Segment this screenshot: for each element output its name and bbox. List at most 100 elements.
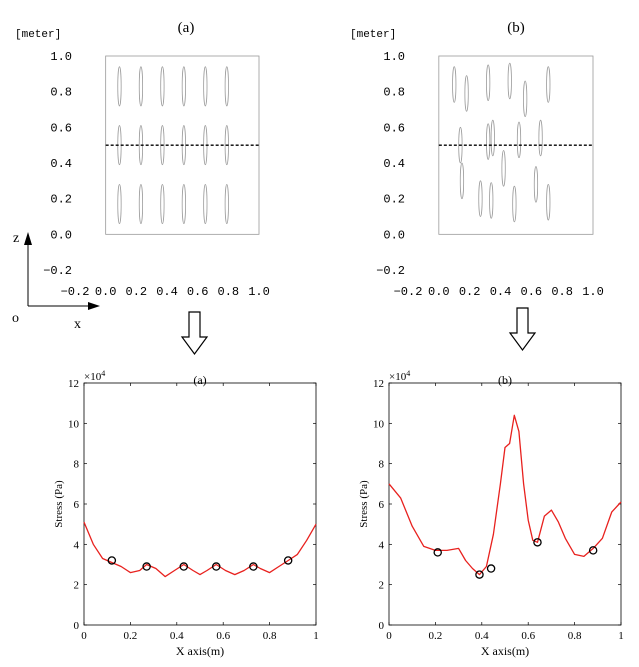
inclusion-marker bbox=[588, 546, 598, 555]
exponent-label: ×104 bbox=[84, 369, 105, 383]
inclusion-ellipse bbox=[160, 66, 165, 107]
y-tick-label: 12 bbox=[373, 378, 384, 390]
stress-a-panel: 0 2 4 6 8 10 12 0 0.2 0.4 0.6 0.8 1 ×104 (a) X axis(m) S… bbox=[53, 369, 319, 658]
y-axis-label: Stress (Pa) bbox=[358, 480, 370, 528]
inclusion-ellipse bbox=[512, 185, 517, 223]
layout-a-panel: (a) [meter] 1.0 0.8 0.6 0.4 0.2 0.0 −0.2 −0.2 0.0 0… bbox=[15, 20, 270, 299]
inclusion-marker bbox=[249, 562, 258, 571]
unit-label: [meter] bbox=[350, 29, 396, 41]
x-tick-label: 0.6 bbox=[521, 630, 535, 642]
y-tick-label: 6 bbox=[379, 499, 385, 511]
y-tick-label: 0.4 bbox=[50, 157, 72, 171]
x-tick-label: 1 bbox=[618, 630, 624, 642]
y-tick-label: 0.0 bbox=[383, 228, 405, 242]
y-tick-label: 0 bbox=[379, 620, 385, 632]
layout-b-panel: (b) [meter] 1.0 0.8 0.6 0.4 0.2 0.0 −0.2 −0.2 0.0 0… bbox=[350, 20, 604, 299]
x-tick-label: 1 bbox=[313, 630, 319, 642]
plot-title: (b) bbox=[498, 373, 512, 387]
panel-label: (b) bbox=[507, 20, 525, 36]
inclusion-ellipse bbox=[538, 119, 543, 157]
x-tick-label: 0.8 bbox=[263, 630, 277, 642]
x-tick-label: 0.6 bbox=[521, 285, 543, 299]
inclusion-marker bbox=[211, 562, 221, 571]
origin-glyph-label: o bbox=[12, 311, 19, 326]
plot-frame bbox=[83, 382, 317, 626]
x-tick-label: 0.8 bbox=[568, 630, 582, 642]
y-tick-label: 8 bbox=[379, 459, 385, 471]
y-tick-label: 12 bbox=[68, 378, 79, 390]
y-tick-label: 2 bbox=[379, 580, 385, 592]
inclusion-ellipse bbox=[117, 66, 122, 107]
inclusion-marker bbox=[179, 562, 189, 571]
inclusion-marker bbox=[107, 556, 117, 565]
x-tick-label: 0.0 bbox=[428, 285, 450, 299]
x-tick-label: 0.2 bbox=[124, 630, 138, 642]
inclusion-ellipse bbox=[181, 66, 186, 107]
inclusion-ellipse bbox=[486, 64, 491, 101]
y-tick-label: 0.8 bbox=[50, 86, 72, 100]
y-axis-label: Stress (Pa) bbox=[53, 480, 65, 528]
down-arrow-left-icon bbox=[180, 311, 209, 356]
x-axis-glyph-label: x bbox=[74, 317, 81, 332]
x-axis-label: X axis(m) bbox=[176, 644, 224, 658]
z-axis-arrowhead bbox=[24, 232, 32, 245]
y-tick-label: 4 bbox=[74, 539, 80, 551]
unit-label: [meter] bbox=[15, 29, 61, 41]
inclusion-ellipse bbox=[117, 183, 122, 225]
inclusion-ellipse bbox=[464, 75, 469, 112]
coordinate-glyph: z o x bbox=[12, 231, 100, 332]
inclusion-ellipse bbox=[501, 150, 506, 187]
y-tick-label: −0.2 bbox=[43, 264, 72, 278]
inclusion-marker bbox=[283, 556, 293, 565]
x-tick-label: 0.8 bbox=[218, 285, 240, 299]
y-tick-label: 0.4 bbox=[383, 157, 405, 171]
y-tick-label: 0.0 bbox=[50, 228, 72, 242]
x-tick-label: 0.2 bbox=[459, 285, 481, 299]
z-axis-glyph-label: z bbox=[13, 231, 19, 246]
inclusion-ellipse bbox=[224, 183, 229, 225]
stress-series-line bbox=[388, 414, 622, 576]
inclusion-ellipse bbox=[138, 183, 144, 225]
inclusion-ellipse bbox=[507, 62, 512, 100]
x-tick-label: 0 bbox=[386, 630, 392, 642]
x-tick-label: 0.4 bbox=[475, 630, 489, 642]
x-tick-label: 0.4 bbox=[490, 285, 512, 299]
plot-frame bbox=[388, 382, 622, 626]
plot-title: (a) bbox=[193, 373, 206, 387]
inclusion-marker bbox=[533, 538, 542, 547]
inclusion-marker bbox=[475, 570, 484, 579]
panel-label: (a) bbox=[178, 20, 195, 36]
x-tick-label: 0.4 bbox=[156, 285, 178, 299]
x-axis-label: X axis(m) bbox=[481, 644, 529, 658]
inclusion-marker bbox=[142, 562, 151, 571]
x-axis-arrowhead bbox=[88, 302, 100, 310]
inclusion-ellipse bbox=[478, 180, 483, 217]
y-tick-label: 10 bbox=[373, 418, 385, 430]
inclusion-ellipse bbox=[516, 121, 522, 159]
y-tick-label: 2 bbox=[74, 580, 80, 592]
exponent-power: 4 bbox=[406, 369, 410, 378]
x-tick-label: 0.6 bbox=[187, 285, 209, 299]
inclusion-ellipse bbox=[459, 162, 465, 200]
x-tick-label: 1.0 bbox=[582, 285, 604, 299]
y-tick-label: −0.2 bbox=[376, 264, 405, 278]
inclusion-ellipse bbox=[523, 80, 528, 118]
inclusion-ellipse bbox=[486, 123, 491, 160]
inclusion-ellipse bbox=[546, 184, 551, 221]
exponent-label: ×104 bbox=[389, 369, 410, 383]
inclusion-marker bbox=[433, 548, 442, 557]
inclusion-ellipse bbox=[203, 66, 208, 107]
x-tick-label: 1.0 bbox=[248, 285, 270, 299]
y-tick-label: 1.0 bbox=[383, 50, 405, 64]
y-tick-label: 6 bbox=[74, 499, 80, 511]
y-tick-label: 1.0 bbox=[50, 50, 72, 64]
stress-series-line bbox=[83, 521, 317, 578]
x-tick-label: 0.2 bbox=[126, 285, 148, 299]
y-tick-label: 0 bbox=[74, 620, 80, 632]
y-tick-label: 0.8 bbox=[383, 86, 405, 100]
inclusion-ellipse bbox=[533, 166, 539, 203]
y-tick-label: 0.2 bbox=[383, 193, 405, 207]
x-tick-label: 0.6 bbox=[216, 630, 230, 642]
down-arrow-right-icon bbox=[508, 307, 537, 352]
x-tick-label: 0 bbox=[81, 630, 87, 642]
